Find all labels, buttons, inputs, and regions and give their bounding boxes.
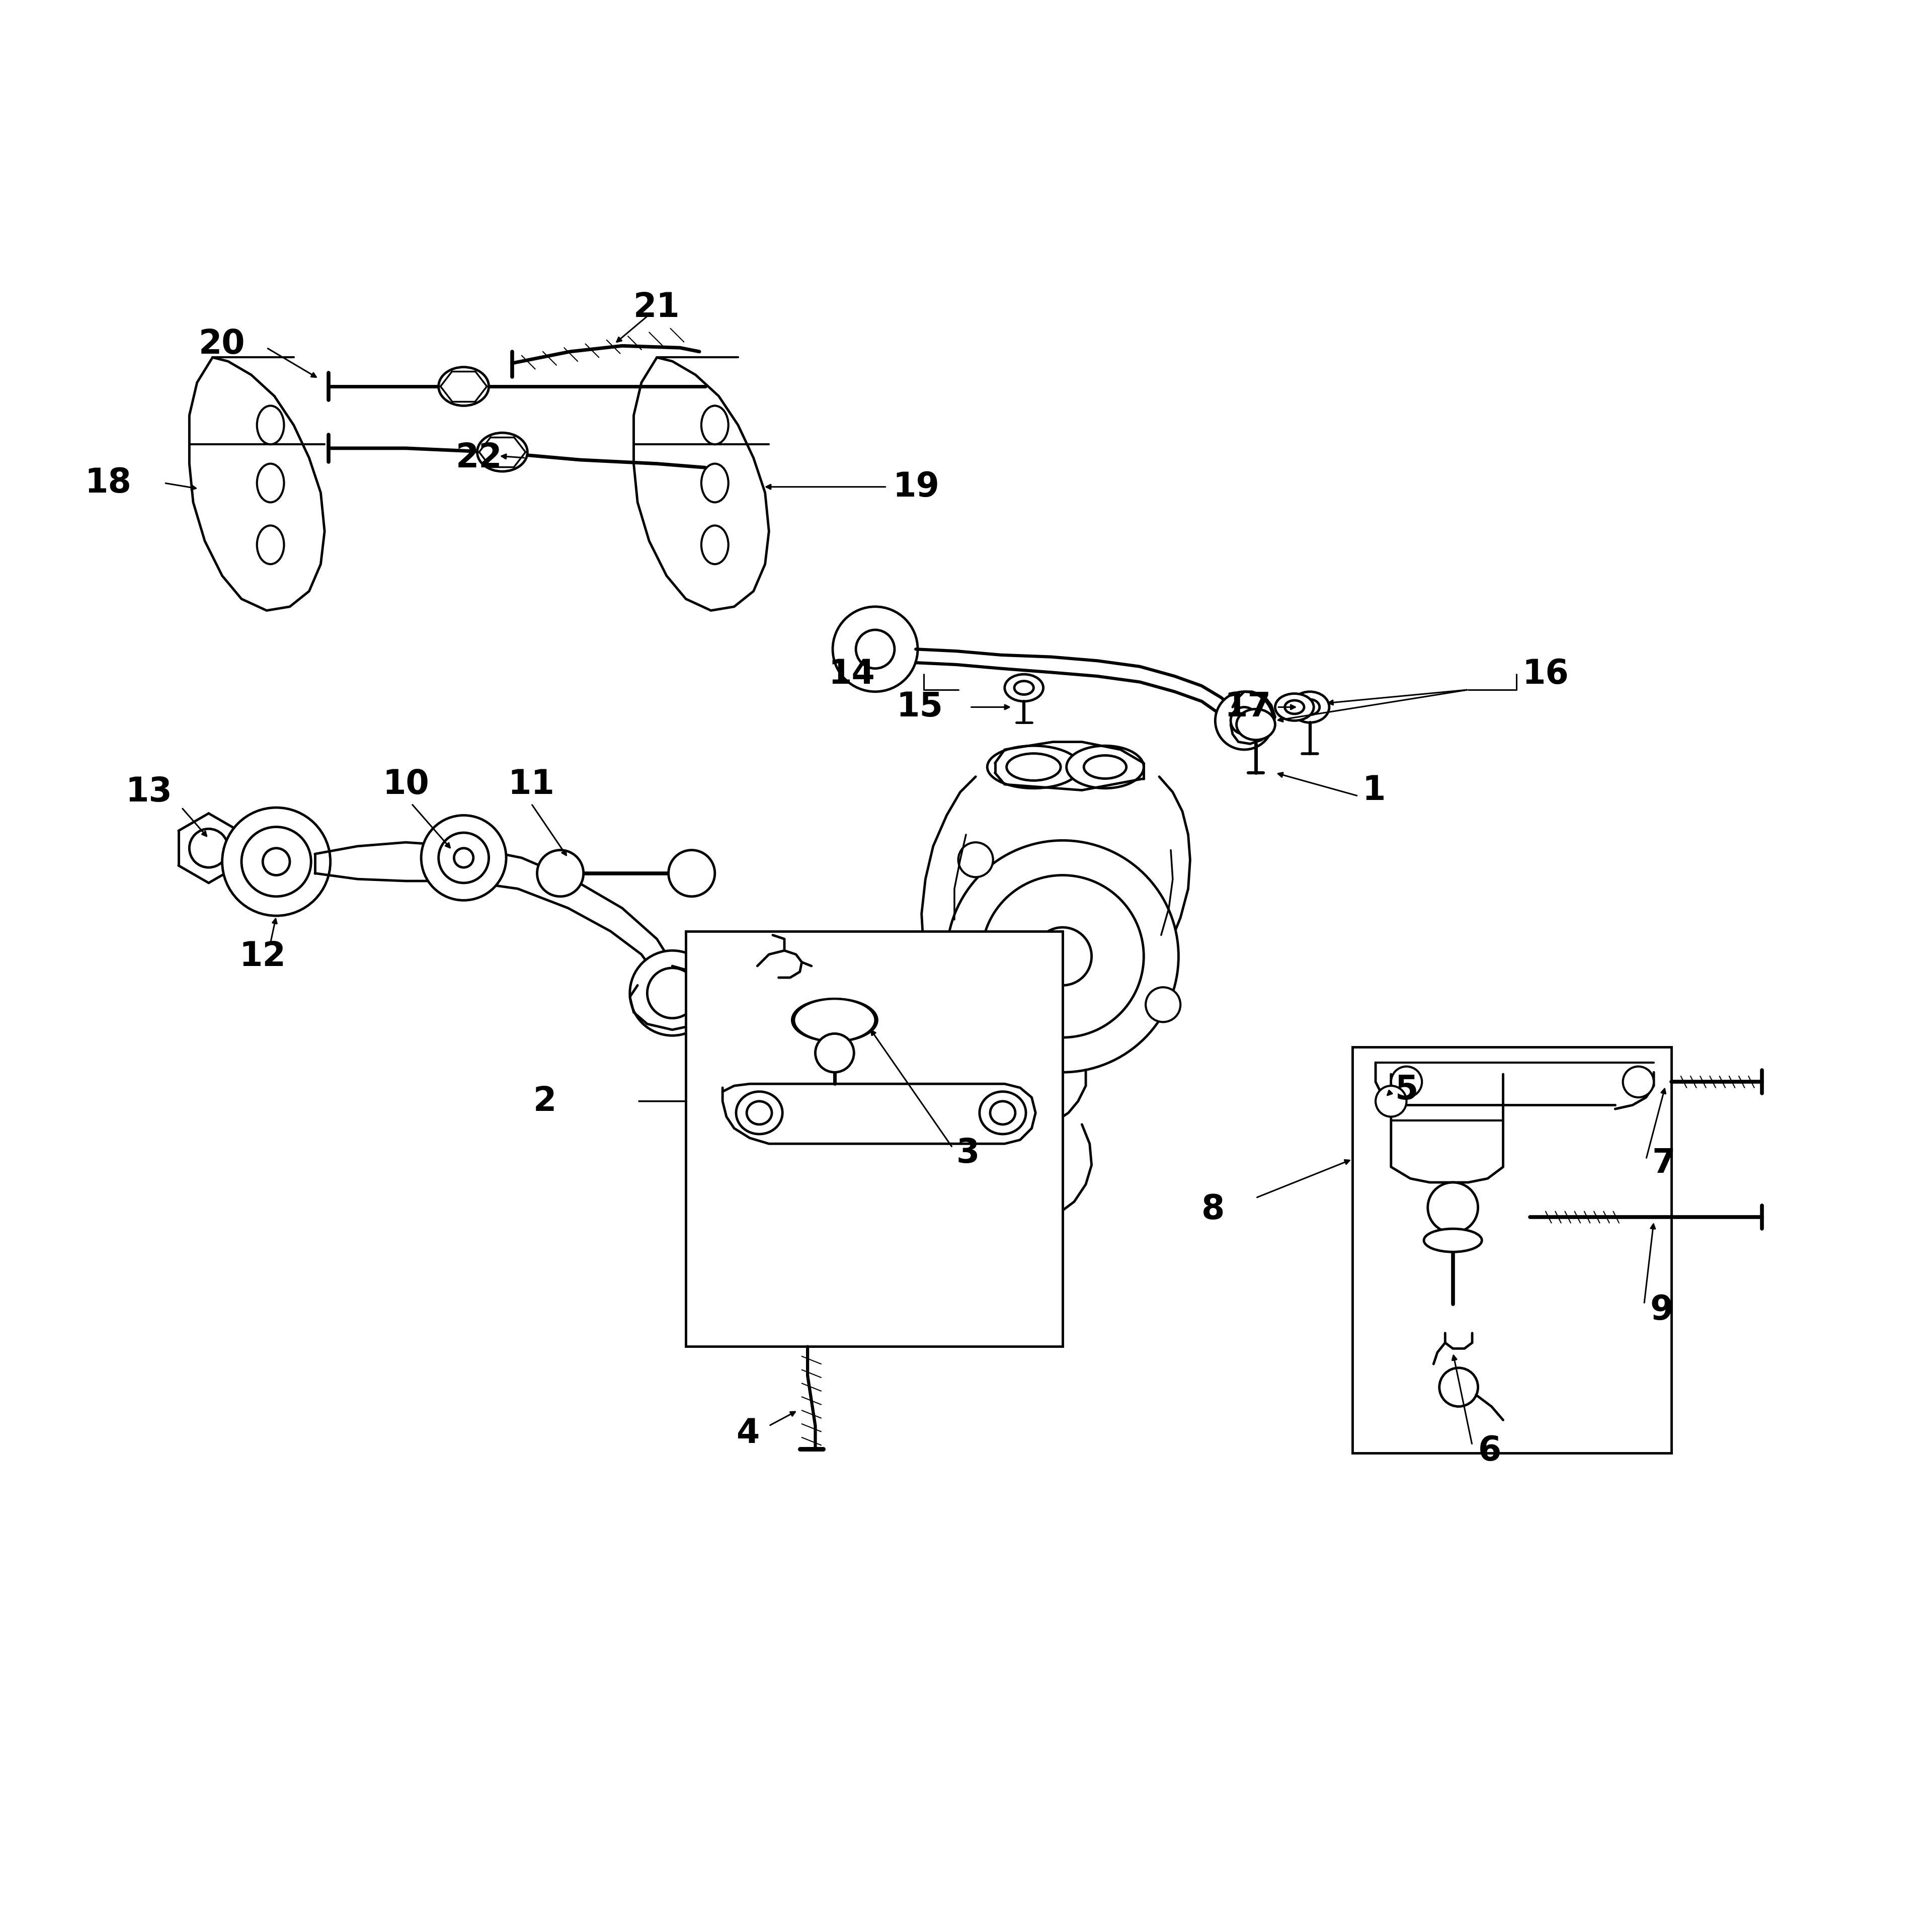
Ellipse shape: [746, 1101, 773, 1124]
Circle shape: [943, 1007, 978, 1041]
Circle shape: [981, 875, 1144, 1037]
Text: 17: 17: [1225, 690, 1271, 725]
Circle shape: [856, 630, 895, 668]
Text: 21: 21: [634, 290, 680, 325]
Ellipse shape: [1007, 753, 1061, 781]
Ellipse shape: [257, 406, 284, 444]
Text: 14: 14: [829, 657, 875, 692]
Circle shape: [263, 848, 290, 875]
Circle shape: [189, 829, 228, 867]
Circle shape: [421, 815, 506, 900]
Circle shape: [815, 1034, 854, 1072]
Ellipse shape: [1424, 1229, 1482, 1252]
Text: 22: 22: [456, 440, 502, 475]
Ellipse shape: [701, 464, 728, 502]
Text: 18: 18: [85, 466, 131, 500]
Circle shape: [958, 842, 993, 877]
Ellipse shape: [736, 1092, 782, 1134]
Ellipse shape: [1236, 709, 1275, 740]
Circle shape: [668, 850, 715, 896]
Circle shape: [1623, 1066, 1654, 1097]
Ellipse shape: [477, 433, 527, 471]
Circle shape: [222, 808, 330, 916]
Text: 6: 6: [1478, 1434, 1501, 1468]
Text: 1: 1: [1362, 773, 1385, 808]
Text: 12: 12: [240, 939, 286, 974]
Ellipse shape: [1300, 699, 1320, 715]
Circle shape: [630, 951, 715, 1036]
Bar: [686, 931, 1063, 1347]
Ellipse shape: [701, 526, 728, 564]
Ellipse shape: [257, 464, 284, 502]
Text: 4: 4: [736, 1416, 759, 1451]
Ellipse shape: [1066, 746, 1144, 788]
Ellipse shape: [1084, 755, 1126, 779]
Text: 20: 20: [199, 327, 245, 361]
Ellipse shape: [439, 367, 489, 406]
Ellipse shape: [1275, 694, 1314, 721]
Ellipse shape: [257, 526, 284, 564]
Circle shape: [647, 968, 697, 1018]
Circle shape: [1146, 987, 1180, 1022]
Circle shape: [1034, 927, 1092, 985]
Circle shape: [1428, 1182, 1478, 1233]
Ellipse shape: [1016, 1001, 1051, 1055]
Circle shape: [1391, 1066, 1422, 1097]
Text: 2: 2: [533, 1084, 556, 1119]
Circle shape: [833, 607, 918, 692]
Circle shape: [242, 827, 311, 896]
Circle shape: [1376, 1086, 1406, 1117]
Bar: [1352, 1047, 1671, 1453]
Ellipse shape: [987, 746, 1080, 788]
Ellipse shape: [989, 1101, 1016, 1124]
Circle shape: [1439, 1368, 1478, 1406]
Text: 3: 3: [956, 1136, 980, 1171]
Text: 15: 15: [896, 690, 943, 725]
Text: 8: 8: [1202, 1192, 1225, 1227]
Circle shape: [537, 850, 583, 896]
Ellipse shape: [1005, 674, 1043, 701]
Circle shape: [1215, 692, 1273, 750]
Text: 13: 13: [126, 775, 172, 810]
Text: 11: 11: [508, 767, 554, 802]
Ellipse shape: [1291, 692, 1329, 723]
Ellipse shape: [1014, 682, 1034, 696]
Ellipse shape: [792, 999, 877, 1041]
Circle shape: [947, 840, 1179, 1072]
Text: 5: 5: [1395, 1072, 1418, 1107]
Circle shape: [439, 833, 489, 883]
Circle shape: [454, 848, 473, 867]
Text: 9: 9: [1650, 1293, 1673, 1327]
Ellipse shape: [701, 406, 728, 444]
Text: 19: 19: [893, 469, 939, 504]
Text: 10: 10: [383, 767, 429, 802]
Circle shape: [1231, 707, 1258, 734]
Text: 16: 16: [1522, 657, 1569, 692]
Ellipse shape: [980, 1092, 1026, 1134]
Ellipse shape: [794, 999, 875, 1041]
Text: 7: 7: [1652, 1146, 1675, 1180]
Ellipse shape: [1285, 701, 1304, 715]
